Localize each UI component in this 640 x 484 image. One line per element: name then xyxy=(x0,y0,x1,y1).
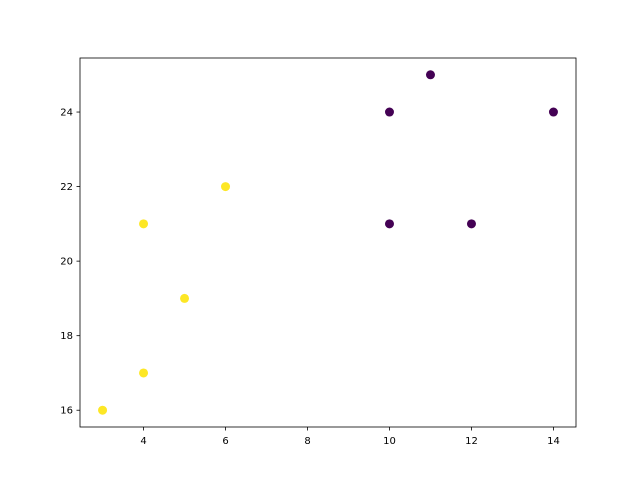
x-tick-label: 12 xyxy=(465,436,478,447)
data-point xyxy=(425,70,435,80)
data-point xyxy=(221,182,231,192)
y-tick-label: 18 xyxy=(60,331,73,342)
x-axis: 4 6 8 10 12 14 xyxy=(140,427,560,447)
y-tick-label: 16 xyxy=(60,406,73,417)
data-point xyxy=(466,219,476,229)
x-tick-label: 10 xyxy=(383,436,396,447)
x-tick-label: 14 xyxy=(547,436,560,447)
data-point xyxy=(384,107,394,117)
x-tick-label: 4 xyxy=(140,436,146,447)
data-point xyxy=(384,219,394,229)
y-axis: 16 18 20 22 24 xyxy=(60,108,80,417)
y-tick-label: 20 xyxy=(60,257,73,268)
x-tick-label: 8 xyxy=(304,436,310,447)
plot-area xyxy=(79,57,577,428)
data-points xyxy=(98,70,558,415)
x-tick-label: 6 xyxy=(222,436,228,447)
y-tick-label: 22 xyxy=(60,182,73,193)
y-tick-label: 24 xyxy=(60,108,73,119)
data-point xyxy=(548,107,558,117)
data-point xyxy=(139,219,149,229)
data-point xyxy=(139,368,149,378)
data-point xyxy=(98,405,108,415)
data-point xyxy=(180,293,190,303)
